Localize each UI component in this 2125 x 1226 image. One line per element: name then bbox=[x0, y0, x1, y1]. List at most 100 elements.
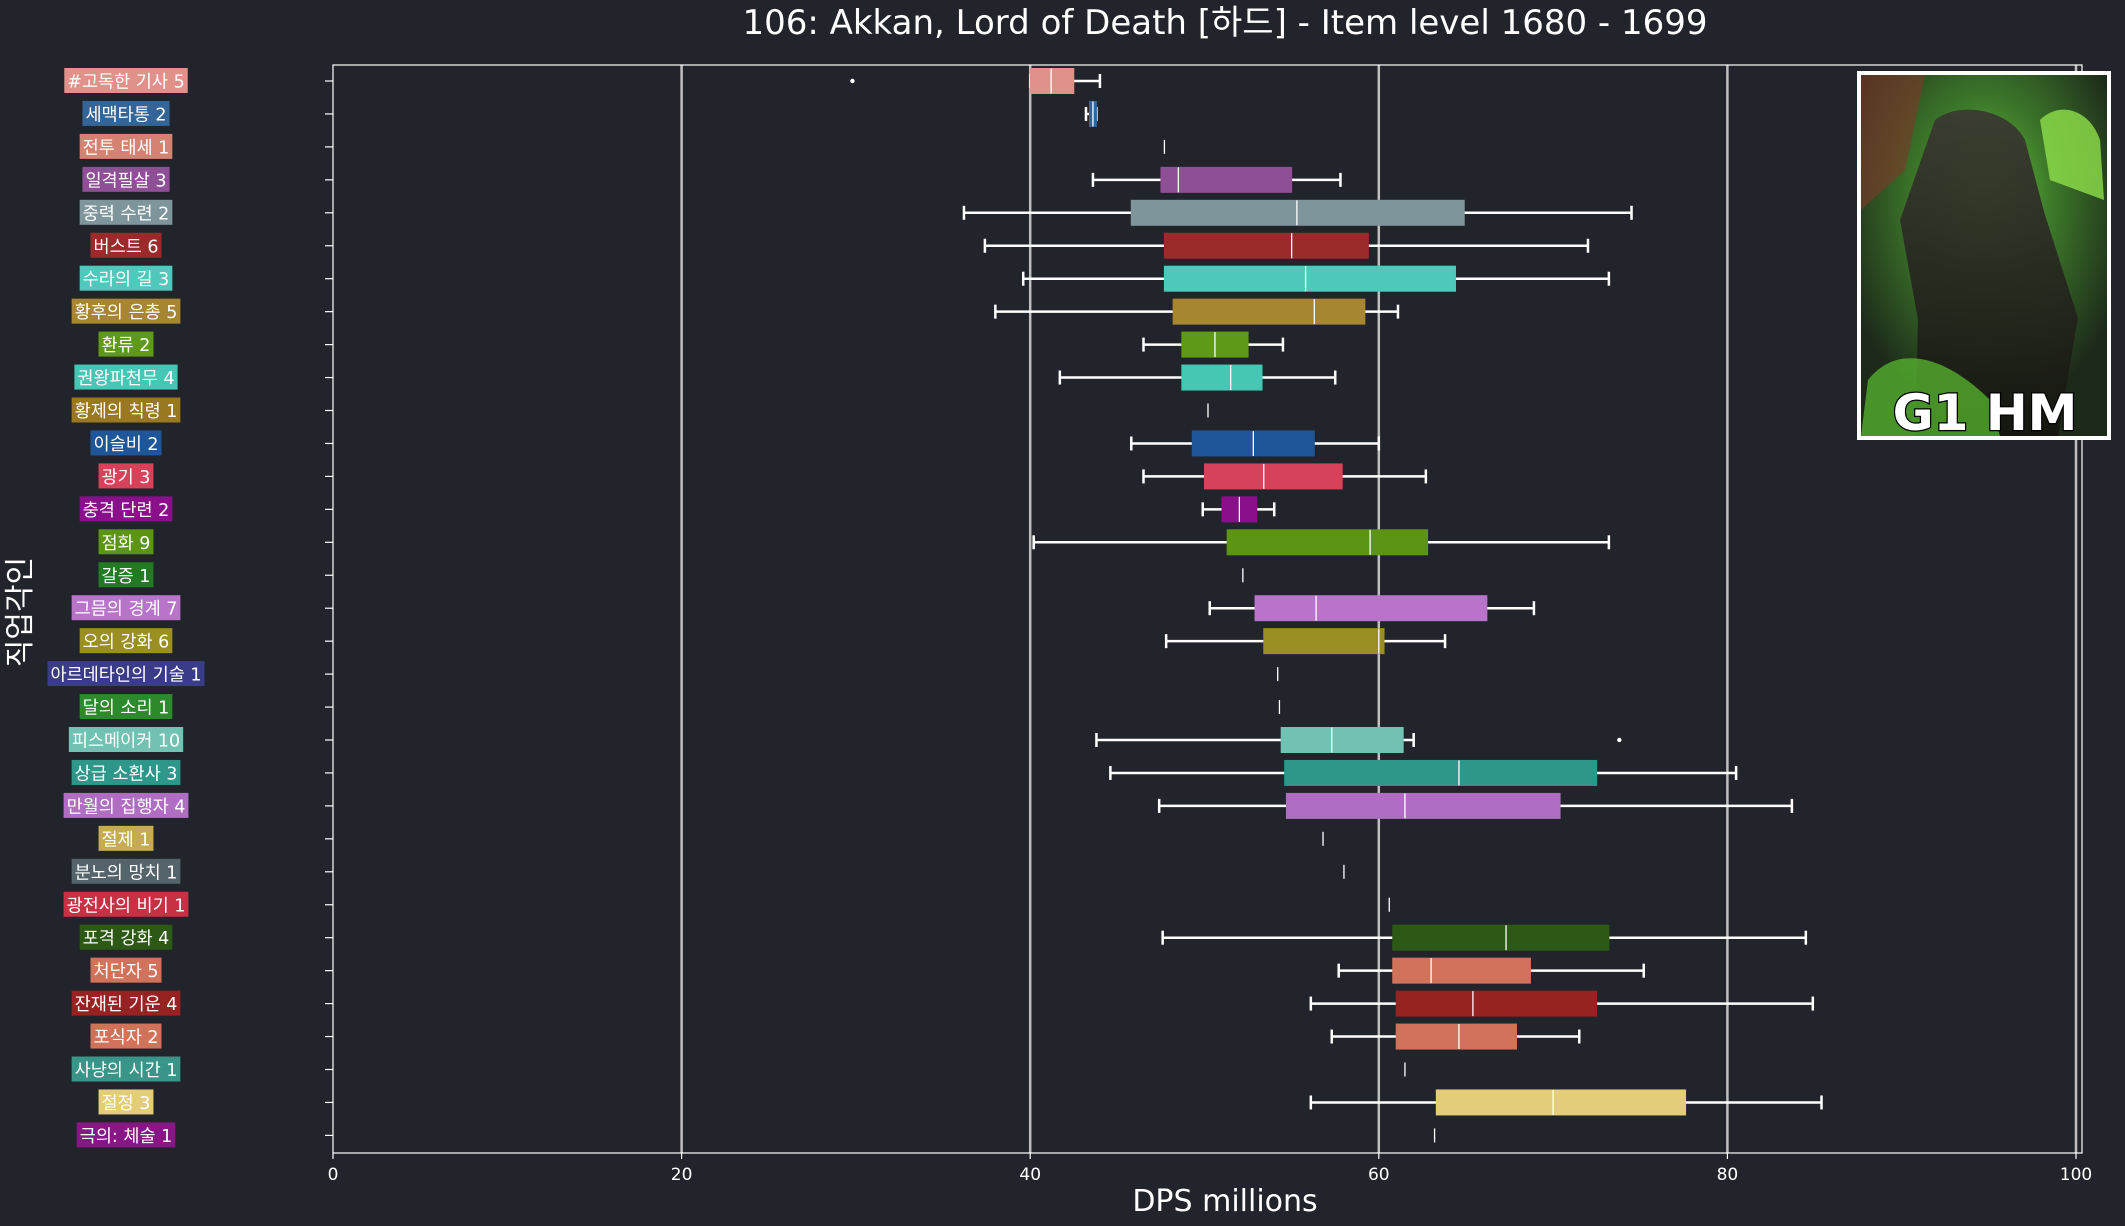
y-tick-label: 환류 2 bbox=[98, 331, 154, 357]
x-tick-label: 60 bbox=[1368, 1165, 1390, 1185]
y-tick-label: 갈증 1 bbox=[98, 562, 154, 588]
class-label: 포격 강화 4 bbox=[83, 929, 170, 949]
y-tick-label: 수라의 길 3 bbox=[79, 265, 173, 291]
box-iqr bbox=[1254, 595, 1488, 622]
box-plot bbox=[325, 568, 1244, 583]
label-bg bbox=[47, 661, 205, 687]
x-tick-label: 20 bbox=[671, 1165, 693, 1185]
y-tick-label: 달의 소리 1 bbox=[79, 694, 173, 720]
box-plot bbox=[325, 265, 1611, 292]
label-bg bbox=[63, 792, 189, 818]
label-bg bbox=[63, 891, 189, 917]
label-bg bbox=[79, 924, 173, 950]
box-plot bbox=[325, 166, 1342, 193]
box-plot bbox=[325, 1062, 1406, 1077]
y-tick-label: 중력 수련 2 bbox=[79, 199, 173, 225]
y-tick-label: 사냥의 시간 1 bbox=[71, 1056, 181, 1082]
y-tick-label: 오의 강화 6 bbox=[79, 628, 173, 654]
class-label: 처단자 5 bbox=[94, 962, 159, 982]
y-tick-label: 절제 1 bbox=[98, 825, 154, 851]
box-iqr bbox=[1172, 298, 1366, 325]
class-label: 그믐의 경계 7 bbox=[75, 600, 178, 620]
y-tick-label: 이슬비 2 bbox=[90, 430, 162, 456]
label-bg bbox=[64, 68, 188, 93]
box-plot bbox=[325, 864, 1345, 879]
label-bg bbox=[90, 957, 162, 983]
box-plot bbox=[325, 897, 1390, 912]
y-tick-label: 분노의 망치 1 bbox=[71, 858, 181, 884]
y-tick-label: 전투 태세 1 bbox=[79, 133, 173, 159]
plot-frame bbox=[332, 64, 2083, 1154]
class-label: 충격 단련 2 bbox=[83, 501, 170, 521]
class-label: 갈증 1 bbox=[102, 567, 151, 587]
class-label: 버스트 6 bbox=[94, 237, 159, 257]
label-bg bbox=[71, 858, 181, 884]
box-iqr bbox=[1285, 792, 1561, 819]
box-plot bbox=[325, 232, 1590, 259]
box-plot bbox=[325, 1128, 1436, 1143]
box-plot bbox=[325, 1023, 1581, 1050]
label-bg bbox=[90, 232, 162, 258]
y-tick-label: 상급 소환사 3 bbox=[71, 759, 181, 785]
box-plot bbox=[325, 139, 1166, 154]
class-label: 절제 1 bbox=[102, 830, 151, 850]
box-plot bbox=[325, 831, 1324, 846]
label-bg bbox=[79, 628, 173, 654]
class-label: 일격필살 3 bbox=[85, 171, 166, 191]
label-bg bbox=[98, 825, 154, 851]
label-bg bbox=[71, 759, 181, 785]
class-label: 상급 소환사 3 bbox=[75, 764, 178, 784]
class-label: 잔재된 기운 4 bbox=[75, 995, 178, 1015]
label-bg bbox=[98, 562, 154, 588]
class-label: 수라의 길 3 bbox=[83, 270, 170, 290]
box-iqr bbox=[1395, 990, 1598, 1017]
box-iqr bbox=[1435, 1089, 1687, 1116]
y-tick-label: 일격필살 3 bbox=[82, 166, 170, 192]
box-plot bbox=[325, 463, 1428, 490]
y-tick-label: 황후의 은총 5 bbox=[71, 298, 181, 324]
box-iqr bbox=[1392, 924, 1610, 951]
class-label: 아르데타인의 기술 1 bbox=[50, 666, 201, 686]
class-label: 이슬비 2 bbox=[94, 435, 159, 455]
box-iqr bbox=[1204, 463, 1343, 490]
label-bg bbox=[79, 199, 173, 225]
box-plot bbox=[325, 403, 1209, 418]
label-bg bbox=[74, 364, 178, 390]
box-iqr bbox=[1163, 232, 1369, 259]
class-label: 권왕파천무 4 bbox=[77, 369, 174, 389]
y-tick-label: 절정 3 bbox=[98, 1089, 154, 1115]
y-tick-label: 광기 3 bbox=[98, 463, 154, 489]
y-tick-label: 충격 단련 2 bbox=[79, 496, 173, 522]
box-iqr bbox=[1130, 199, 1465, 226]
y-tick-label: 광전사의 비기 1 bbox=[63, 891, 189, 917]
class-label: 점화 9 bbox=[102, 534, 151, 554]
y-tick-labels: #고독한 기사 5 세맥타통 2 전투 태세 1 일격필살 3 중력 수련 2 버스트 6… bbox=[47, 68, 205, 1148]
x-tick-label: 0 bbox=[328, 1165, 339, 1185]
class-label: 환류 2 bbox=[102, 336, 151, 356]
label-bg bbox=[98, 1089, 154, 1115]
label-bg bbox=[79, 265, 173, 291]
class-label: 황후의 은총 5 bbox=[75, 303, 178, 323]
class-label: 오의 강화 6 bbox=[83, 633, 170, 653]
box-iqr bbox=[1280, 727, 1404, 753]
y-tick-label: 아르데타인의 기술 1 bbox=[47, 661, 205, 687]
box-plot bbox=[325, 529, 1611, 556]
outlier-point bbox=[1617, 737, 1622, 743]
box-iqr bbox=[1029, 68, 1075, 94]
label-bg bbox=[82, 100, 170, 126]
y-tick-label: 권왕파천무 4 bbox=[74, 364, 178, 390]
label-bg bbox=[71, 595, 181, 621]
class-label: 절정 3 bbox=[102, 1094, 151, 1114]
class-label: 만월의 집행자 4 bbox=[67, 797, 186, 817]
box-plot bbox=[325, 700, 1281, 715]
class-label: 피스메이커 10 bbox=[72, 732, 180, 752]
overlay-text: G1 HM bbox=[1893, 384, 2078, 442]
y-tick-label: 피스메이커 10 bbox=[68, 727, 184, 752]
box-plot bbox=[325, 628, 1447, 655]
label-bg bbox=[79, 496, 173, 522]
box-series bbox=[325, 68, 1823, 1143]
box-plot bbox=[325, 990, 1815, 1017]
label-bg bbox=[79, 694, 173, 720]
class-label: 광전사의 비기 1 bbox=[67, 896, 186, 916]
class-label: 극의: 체술 1 bbox=[80, 1127, 173, 1147]
